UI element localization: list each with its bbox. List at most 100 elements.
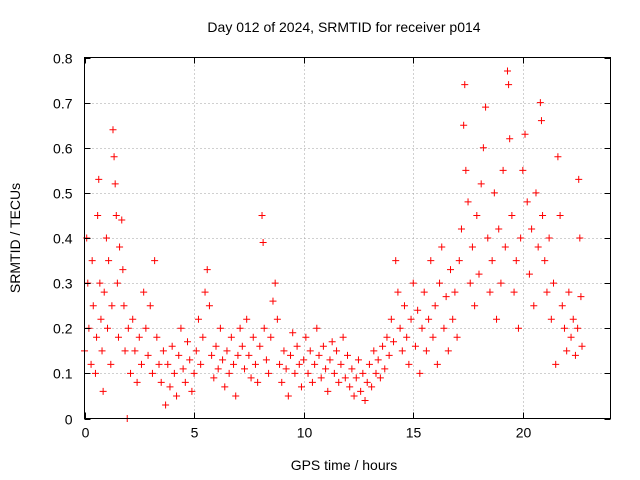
data-point xyxy=(265,369,273,377)
data-point xyxy=(433,360,441,368)
data-point xyxy=(523,198,531,206)
data-point xyxy=(379,342,387,350)
data-point xyxy=(131,347,139,355)
data-point xyxy=(359,369,367,377)
data-point xyxy=(479,144,487,152)
data-point xyxy=(368,383,376,391)
data-point xyxy=(335,378,343,386)
data-point xyxy=(88,257,96,265)
data-point xyxy=(431,302,439,310)
y-tick-label: 0.4 xyxy=(53,231,73,247)
data-point xyxy=(341,374,349,382)
data-point xyxy=(563,347,571,355)
data-points xyxy=(81,67,586,422)
data-point xyxy=(267,333,275,341)
data-point xyxy=(297,383,305,391)
data-point xyxy=(210,374,218,382)
data-point xyxy=(322,365,330,373)
data-point xyxy=(416,369,424,377)
data-point xyxy=(135,333,143,341)
data-point xyxy=(344,351,351,359)
x-tick-labels: 0 5 10 15 20 xyxy=(82,425,532,441)
data-point xyxy=(418,324,426,332)
data-point xyxy=(488,257,496,265)
data-point xyxy=(578,342,586,350)
data-point xyxy=(387,315,395,323)
data-point xyxy=(398,347,406,355)
data-point xyxy=(302,333,310,341)
data-point xyxy=(565,288,573,296)
data-point xyxy=(223,347,231,355)
data-point xyxy=(107,360,115,368)
data-point xyxy=(199,333,207,341)
data-point xyxy=(197,360,205,368)
data-point xyxy=(547,315,555,323)
data-point xyxy=(464,198,472,206)
data-point xyxy=(260,324,268,332)
data-point xyxy=(571,351,579,359)
data-point xyxy=(350,392,358,400)
data-point xyxy=(120,302,128,310)
x-gridlines xyxy=(194,57,524,419)
x-tick-label: 0 xyxy=(82,425,90,441)
axis-ticks xyxy=(84,57,611,420)
data-point xyxy=(574,324,582,332)
data-point xyxy=(407,315,415,323)
data-point xyxy=(219,356,227,364)
data-point xyxy=(550,279,558,287)
data-point xyxy=(258,211,266,219)
data-point xyxy=(109,126,117,134)
data-point xyxy=(108,302,116,310)
data-point xyxy=(201,288,209,296)
data-point xyxy=(100,288,108,296)
data-point xyxy=(240,365,248,373)
x-axis-label: GPS time / hours xyxy=(291,457,398,473)
data-point xyxy=(471,302,479,310)
data-point xyxy=(536,99,544,107)
data-point xyxy=(381,365,389,373)
y-tick-label: 0.3 xyxy=(53,276,73,292)
data-point xyxy=(300,356,308,364)
data-point xyxy=(567,333,575,341)
data-point xyxy=(354,356,362,364)
data-point xyxy=(569,315,577,323)
data-point xyxy=(525,270,533,278)
data-point xyxy=(249,333,257,341)
data-point xyxy=(348,365,356,373)
data-point xyxy=(357,387,365,395)
data-point xyxy=(280,347,288,355)
data-point xyxy=(168,342,176,350)
data-point xyxy=(110,153,118,161)
data-point xyxy=(184,338,192,346)
data-point xyxy=(256,342,264,350)
data-point xyxy=(409,279,417,287)
data-point xyxy=(554,153,562,161)
data-point xyxy=(227,333,235,341)
data-point xyxy=(493,315,501,323)
data-point xyxy=(137,360,145,368)
data-point xyxy=(121,347,129,355)
data-point xyxy=(247,374,255,382)
data-point xyxy=(403,333,411,341)
data-point xyxy=(462,166,470,174)
data-point xyxy=(436,279,444,287)
data-point xyxy=(157,378,165,386)
data-point xyxy=(537,117,545,125)
data-point xyxy=(225,369,233,377)
data-point xyxy=(146,302,154,310)
data-point xyxy=(173,392,181,400)
data-point xyxy=(295,360,303,368)
data-point xyxy=(234,351,242,359)
data-point xyxy=(153,333,161,341)
data-point xyxy=(466,279,474,287)
y-tick-labels: 0 0.1 0.2 0.3 0.4 0.5 0.6 0.7 0.8 xyxy=(53,51,73,428)
data-point xyxy=(284,392,292,400)
data-point xyxy=(517,234,525,242)
data-point xyxy=(140,288,148,296)
data-point xyxy=(390,338,398,346)
data-point xyxy=(97,315,105,323)
data-point xyxy=(232,392,240,400)
data-point xyxy=(142,324,150,332)
data-point xyxy=(91,369,99,377)
data-point xyxy=(532,189,540,197)
